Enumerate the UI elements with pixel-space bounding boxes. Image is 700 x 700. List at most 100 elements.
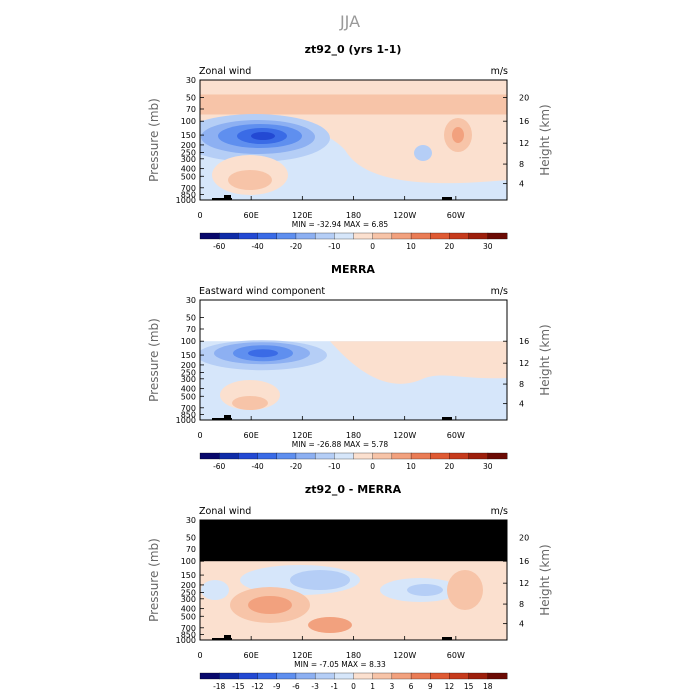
- colorbar-label: -18: [213, 682, 225, 691]
- colorbar-label: 6: [409, 682, 414, 691]
- colorbar-label: -40: [251, 462, 263, 471]
- y-tick-label: 200: [181, 361, 196, 370]
- colorbar-swatch: [391, 672, 412, 680]
- colorbar-swatch: [219, 672, 239, 680]
- jet-contour-5: [251, 132, 275, 140]
- y-tick-label: 500: [181, 612, 196, 621]
- topography: [224, 635, 231, 640]
- y-tick-label: 1000: [176, 196, 196, 205]
- y-tick-label: 850: [181, 190, 196, 199]
- colorbar-label: 12: [445, 682, 455, 691]
- x-tick-label: 120E: [292, 431, 312, 440]
- diff-neg-5: [201, 580, 229, 600]
- colorbar-swatch: [468, 232, 489, 240]
- y-right-tick-label: 20: [519, 93, 529, 102]
- corner-label: Eastward wind component: [199, 286, 325, 297]
- y-right-axis-title: Height (km): [538, 544, 552, 615]
- colorbar-swatch: [295, 672, 316, 680]
- corner-label: Zonal wind: [199, 66, 251, 77]
- corner-label: Zonal wind: [199, 506, 251, 517]
- y-tick-label: 850: [181, 630, 196, 639]
- topography: [212, 638, 232, 640]
- y-tick-label: 30: [186, 296, 196, 305]
- colorbar-label: 3: [389, 682, 394, 691]
- y-right-tick-label: 16: [519, 117, 529, 126]
- y-right-tick-label: 16: [519, 337, 529, 346]
- x-tick-label: 60E: [244, 651, 259, 660]
- y-tick-label: 70: [186, 105, 196, 114]
- contour-field: [200, 300, 507, 420]
- y-right-axis-title: Height (km): [538, 104, 552, 175]
- y-right-tick-label: 12: [519, 579, 529, 588]
- topography: [442, 417, 452, 420]
- easterly-patch: [414, 145, 432, 161]
- colorbar-label: -12: [251, 682, 263, 691]
- colorbar-label: -6: [292, 682, 300, 691]
- x-tick-label: 60W: [447, 211, 465, 220]
- y-tick-label: 200: [181, 581, 196, 590]
- y-right-tick-label: 12: [519, 359, 529, 368]
- x-tick-label: 180: [346, 651, 361, 660]
- colorbar-label: -60: [213, 462, 225, 471]
- panel-title: zt92_0 - MERRA: [305, 483, 402, 496]
- y-right-tick-label: 4: [519, 400, 524, 409]
- diff-pos-3: [308, 617, 352, 633]
- y-tick-label: 500: [181, 172, 196, 181]
- colorbar-label: -10: [328, 242, 340, 251]
- units-label: m/s: [491, 506, 508, 517]
- colorbar-swatch: [295, 232, 316, 240]
- colorbar-swatch: [410, 232, 431, 240]
- colorbar-swatch: [372, 672, 393, 680]
- y-tick-label: 70: [186, 325, 196, 334]
- figure-title: JJA: [339, 12, 360, 31]
- colorbar-swatch: [449, 232, 470, 240]
- contour-field: [200, 520, 507, 640]
- colorbar-label: 0: [370, 242, 375, 251]
- diff-pos-4: [447, 570, 483, 610]
- topography: [212, 418, 232, 420]
- colorbar-swatch: [353, 232, 374, 240]
- colorbar-swatch: [199, 672, 220, 680]
- y-tick-label: 100: [181, 557, 196, 566]
- y-tick-label: 200: [181, 141, 196, 150]
- colorbar-label: -20: [290, 462, 302, 471]
- y-tick-label: 30: [186, 516, 196, 525]
- colorbar-swatch: [199, 452, 220, 460]
- y-tick-label: 700: [181, 624, 196, 633]
- topography: [442, 197, 452, 200]
- min-max-stats: MIN = -7.05 MAX = 8.33: [294, 660, 386, 669]
- y-right-tick-label: 8: [519, 160, 524, 169]
- colorbar-swatch: [238, 232, 259, 240]
- colorbar-swatch: [449, 672, 470, 680]
- westerly-core: [228, 170, 272, 190]
- panel-1: zt92_0 (yrs 1-1)Zonal wind m/s30507010015…: [147, 43, 552, 251]
- colorbar-label: 15: [464, 682, 474, 691]
- colorbar-label: -1: [331, 682, 339, 691]
- colorbar-swatch: [257, 672, 278, 680]
- y-tick-label: 700: [181, 184, 196, 193]
- contour-field: [200, 80, 507, 200]
- colorbar-swatch: [276, 672, 297, 680]
- colorbar-label: 10: [406, 462, 416, 471]
- diff-neg-4: [407, 584, 443, 596]
- y-tick-label: 300: [181, 375, 196, 384]
- x-tick-label: 180: [346, 431, 361, 440]
- x-tick-label: 180: [346, 211, 361, 220]
- jet-contour-4: [248, 349, 278, 358]
- y-tick-label: 300: [181, 155, 196, 164]
- colorbar-swatch: [430, 232, 450, 240]
- colorbar-swatch: [257, 232, 278, 240]
- colorbar-swatch: [449, 452, 470, 460]
- colorbar-label: 30: [483, 242, 493, 251]
- topography: [212, 198, 232, 200]
- colorbar-swatch: [353, 452, 374, 460]
- westerly-jet-core: [452, 127, 464, 143]
- colorbar-swatch: [353, 672, 374, 680]
- x-tick-label: 120W: [393, 651, 416, 660]
- y-tick-label: 50: [186, 533, 196, 542]
- colorbar-label: 0: [351, 682, 356, 691]
- y-axis-title: Pressure (mb): [147, 98, 161, 182]
- colorbar-swatch: [334, 672, 354, 680]
- y-tick-label: 1000: [176, 636, 196, 645]
